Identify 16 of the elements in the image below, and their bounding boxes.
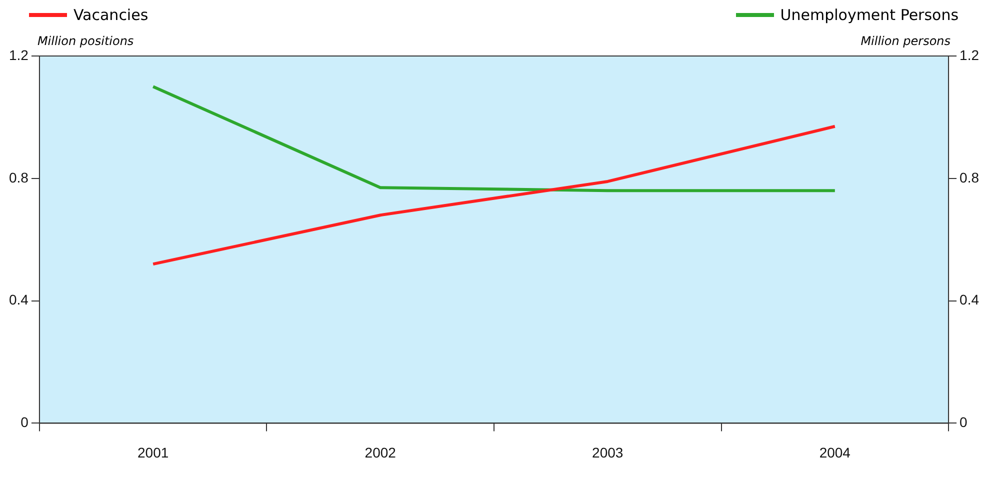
legend-label: Vacancies xyxy=(73,6,148,24)
y2-tick-label: 0 xyxy=(960,414,968,430)
y-tick-label: 0.4 xyxy=(8,292,29,308)
y-tick-label: 1.2 xyxy=(8,46,29,63)
y2-tick-label: 0.4 xyxy=(960,292,980,308)
x-tick-label: 2003 xyxy=(592,444,624,460)
x-tick-label: 2002 xyxy=(364,444,396,460)
y-tick-label: 0 xyxy=(20,414,29,430)
x-tick-label: 2004 xyxy=(819,444,851,460)
legend-label: Unemployment Persons xyxy=(780,6,959,24)
y2-axis-title: Million persons xyxy=(860,34,951,48)
y-tick-label: 0.8 xyxy=(8,169,29,186)
y2-tick-label: 1.2 xyxy=(960,46,980,63)
y-axis-title: Million positions xyxy=(37,34,134,48)
x-tick-label: 2001 xyxy=(138,444,169,460)
y2-tick-label: 0.8 xyxy=(960,169,980,186)
